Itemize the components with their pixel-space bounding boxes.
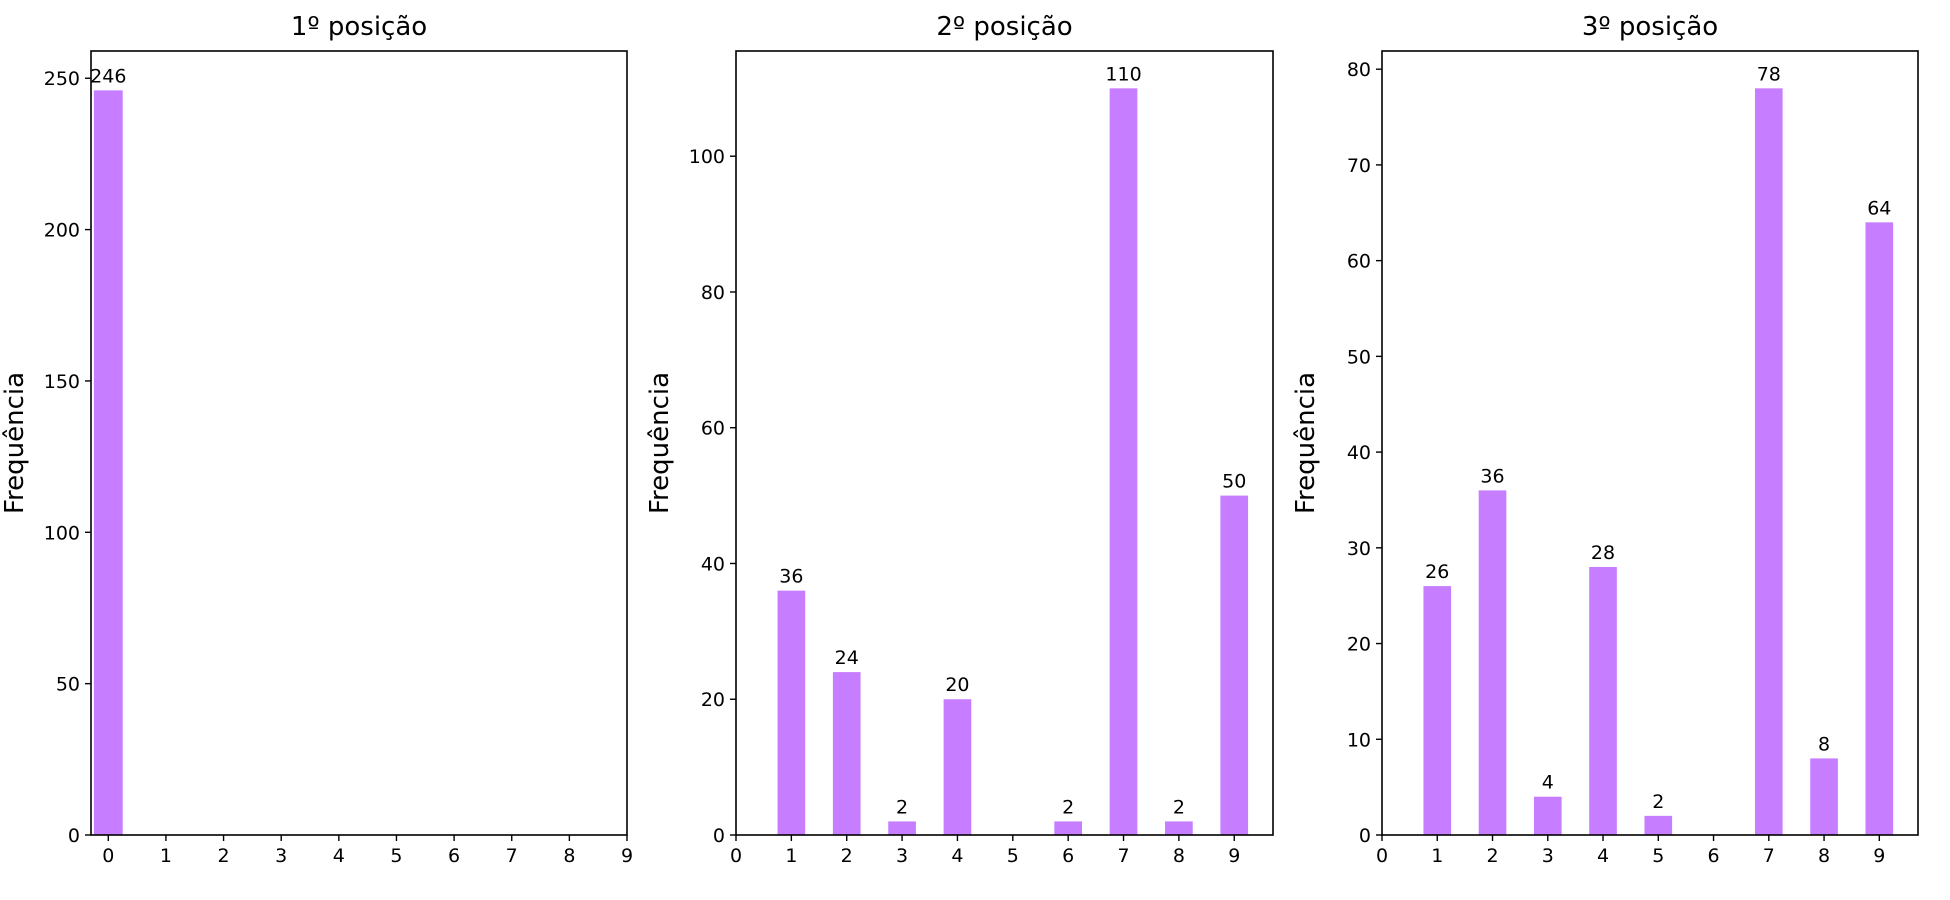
y-tick-label: 150	[44, 371, 80, 393]
y-tick-label: 20	[1347, 634, 1371, 656]
data-label: 78	[1757, 63, 1781, 85]
bar	[1810, 758, 1838, 835]
data-label: 64	[1867, 197, 1891, 219]
chart-title: 3º posição	[1582, 12, 1718, 42]
plot-frame	[90, 50, 628, 836]
bar	[1165, 821, 1193, 835]
bar	[93, 90, 123, 836]
data-label: 26	[1425, 561, 1449, 583]
y-tick-label: 0	[68, 825, 80, 847]
x-tick-label: 4	[951, 845, 963, 867]
data-label: 110	[1105, 63, 1141, 85]
bar	[1865, 222, 1894, 835]
data-label: 246	[90, 65, 126, 87]
y-tick-label: 250	[44, 68, 80, 90]
x-tick-label: 6	[448, 845, 460, 867]
x-tick-label: 3	[1542, 845, 1554, 867]
x-tick-label: 2	[841, 845, 853, 867]
bar	[1644, 815, 1673, 835]
y-tick-label: 60	[1347, 251, 1371, 273]
bar	[832, 672, 861, 835]
data-label: 28	[1591, 542, 1615, 564]
bar	[1109, 88, 1138, 836]
bar	[1754, 88, 1783, 836]
y-tick-label: 60	[701, 418, 725, 440]
x-tick-label: 9	[1228, 845, 1240, 867]
y-tick-label: 50	[56, 674, 80, 696]
x-tick-label: 7	[1763, 845, 1775, 867]
y-tick-label: 70	[1347, 155, 1371, 177]
x-tick-label: 0	[1376, 845, 1388, 867]
bar	[943, 699, 972, 835]
y-axis-label: Frequência	[1291, 372, 1321, 514]
data-label: 36	[1480, 465, 1504, 487]
data-label: 50	[1222, 471, 1246, 493]
x-tick-label: 6	[1062, 845, 1074, 867]
x-tick-label: 5	[390, 845, 402, 867]
data-label: 24	[835, 647, 859, 669]
x-tick-label: 1	[785, 845, 797, 867]
data-label: 36	[779, 566, 803, 588]
plot-frame	[735, 50, 1274, 836]
x-tick-label: 8	[1173, 845, 1185, 867]
bar	[1478, 490, 1507, 835]
y-tick-label: 0	[713, 825, 725, 847]
x-tick-label: 9	[1873, 845, 1885, 867]
bar	[1533, 796, 1562, 835]
bar	[1054, 821, 1083, 835]
x-tick-label: 5	[1007, 845, 1019, 867]
x-tick-label: 6	[1707, 845, 1719, 867]
x-tick-label: 0	[730, 845, 742, 867]
y-axis-label: Frequência	[645, 372, 675, 514]
bar	[1589, 566, 1617, 835]
y-tick-label: 20	[701, 689, 725, 711]
data-label: 4	[1542, 772, 1554, 794]
data-label: 8	[1818, 733, 1830, 755]
x-tick-label: 0	[102, 845, 114, 867]
x-tick-label: 3	[896, 845, 908, 867]
y-tick-label: 80	[1347, 59, 1371, 81]
data-label: 2	[896, 796, 908, 818]
y-axis-label: Frequência	[0, 372, 30, 514]
y-tick-label: 100	[689, 146, 725, 168]
y-tick-label: 200	[44, 220, 80, 242]
chart-title: 2º posição	[936, 12, 1072, 42]
x-tick-label: 2	[1486, 845, 1498, 867]
bar	[888, 821, 916, 835]
y-tick-label: 100	[44, 522, 80, 544]
y-tick-label: 40	[701, 553, 725, 575]
subplot-2: 36 24 2 20 2 110 2 50 0 1 2 3 4 5 6 7 8 9 0 20 40 60 80 100 2º p…	[645, 12, 1274, 867]
data-label: 2	[1173, 796, 1185, 818]
x-tick-label: 8	[563, 845, 575, 867]
data-label: 2	[1652, 791, 1664, 813]
x-tick-label: 2	[218, 845, 230, 867]
x-tick-label: 1	[1431, 845, 1443, 867]
chart-title: 1º posição	[291, 12, 427, 42]
x-tick-label: 4	[1597, 845, 1609, 867]
y-tick-label: 10	[1347, 729, 1371, 751]
y-tick-label: 40	[1347, 442, 1371, 464]
bar	[1423, 586, 1452, 835]
x-tick-label: 8	[1818, 845, 1830, 867]
x-tick-label: 4	[333, 845, 345, 867]
plot-frame	[1381, 50, 1919, 836]
x-tick-label: 7	[506, 845, 518, 867]
subplot-1: 246 0 1 2 3 4 5 6 7 8 9 0 50 100 150 200 250 1º posição Fr…	[0, 12, 633, 867]
x-tick-label: 3	[275, 845, 287, 867]
data-label: 20	[945, 674, 969, 696]
y-tick-label: 50	[1347, 346, 1371, 368]
y-tick-label: 30	[1347, 538, 1371, 560]
bar	[777, 590, 806, 835]
x-tick-label: 7	[1117, 845, 1129, 867]
data-label: 2	[1062, 796, 1074, 818]
y-tick-label: 0	[1359, 825, 1371, 847]
x-tick-label: 9	[621, 845, 633, 867]
y-tick-label: 80	[701, 282, 725, 304]
x-tick-label: 1	[160, 845, 172, 867]
bar	[1220, 495, 1249, 835]
x-tick-label: 5	[1652, 845, 1664, 867]
